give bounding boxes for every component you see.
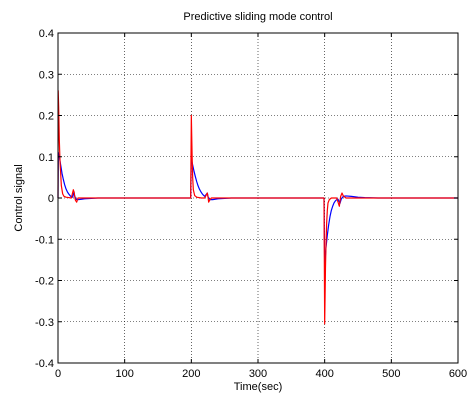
y-axis-label: Control signal [13, 164, 25, 231]
y-tick-label: 0.1 [39, 152, 54, 164]
y-tick-label: 0.4 [39, 28, 54, 40]
x-tick-label: 500 [382, 368, 400, 380]
x-tick-label: 400 [315, 368, 333, 380]
x-tick-label: 0 [55, 368, 61, 380]
y-tick-label: 0 [48, 193, 54, 205]
x-tick-label: 300 [249, 368, 267, 380]
y-tick-labels: -0.4 -0.3 -0.2 -0.1 0 0.1 0.2 0.3 0.4 [35, 28, 54, 370]
series-layer [57, 90, 458, 325]
tick-marks [57, 32, 459, 364]
series-line-red [57, 90, 458, 325]
x-tick-label: 200 [182, 368, 200, 380]
series-line-blue [57, 152, 458, 267]
gridlines [58, 33, 458, 363]
x-tick-label: 600 [449, 368, 467, 380]
y-tick-label: -0.4 [35, 358, 54, 370]
x-tick-labels: 0 100 200 300 400 500 600 [55, 368, 467, 380]
y-tick-label: 0.3 [39, 69, 54, 81]
y-tick-label: -0.1 [35, 234, 54, 246]
chart-title: Predictive sliding mode control [183, 11, 332, 23]
y-tick-label: 0.2 [39, 111, 54, 123]
x-tick-label: 100 [115, 368, 133, 380]
x-axis-label: Time(sec) [234, 381, 282, 393]
y-tick-label: -0.3 [35, 317, 54, 329]
y-tick-label: -0.2 [35, 276, 54, 288]
